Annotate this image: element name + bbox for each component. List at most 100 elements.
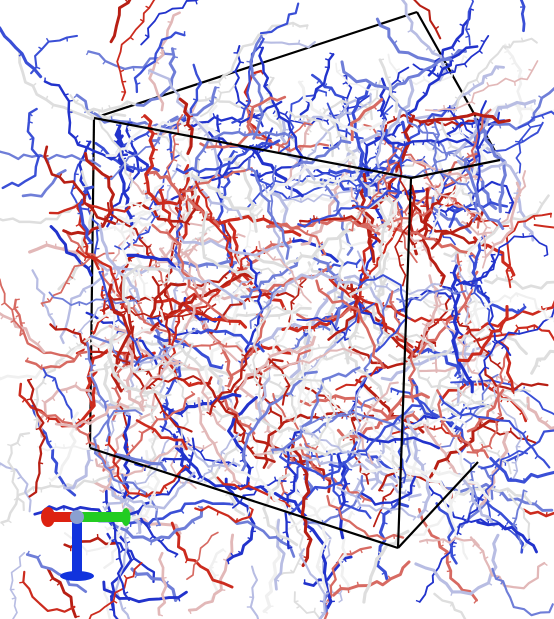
bond (528, 231, 533, 236)
bond (214, 189, 219, 194)
bond (0, 315, 4, 320)
bond (415, 228, 419, 233)
bond (498, 191, 503, 194)
bond (466, 222, 470, 227)
bond (435, 237, 440, 242)
bond (147, 523, 151, 529)
bond (237, 550, 242, 555)
bond (219, 173, 223, 178)
bond (29, 137, 34, 141)
bond (234, 407, 238, 412)
bond (487, 520, 490, 525)
bond (280, 287, 285, 292)
bond (99, 270, 104, 273)
bond (89, 459, 94, 462)
molecule-chain (522, 508, 554, 518)
bond (225, 408, 230, 412)
bond (439, 544, 444, 548)
bond (515, 324, 519, 329)
bond (348, 291, 353, 295)
bond (224, 468, 229, 472)
simulation-box-front-edges (89, 116, 501, 550)
bond (186, 463, 190, 468)
bond (260, 70, 264, 75)
bond (177, 122, 182, 126)
bond (516, 210, 521, 214)
bond (434, 158, 438, 163)
bond (79, 330, 84, 335)
bond (282, 531, 287, 534)
bond (507, 452, 511, 457)
bond (472, 392, 477, 396)
molecule-chain (360, 466, 454, 536)
bond (506, 263, 511, 266)
bond (143, 196, 147, 202)
bond (289, 237, 292, 242)
molecule-chain (161, 249, 266, 317)
bond (228, 195, 233, 200)
molecule-chain (37, 445, 95, 452)
bond (401, 131, 406, 134)
bond (375, 163, 379, 168)
bond (429, 477, 433, 482)
bond (378, 551, 383, 555)
molecule-chain (382, 151, 418, 264)
bond (56, 581, 61, 586)
bond (151, 429, 156, 434)
bond (432, 49, 436, 54)
bond (124, 591, 129, 595)
bond (123, 387, 127, 392)
bond (195, 0, 198, 5)
bond (185, 402, 189, 407)
bond (251, 154, 256, 159)
bond (247, 481, 250, 486)
bond (451, 402, 455, 407)
molecule-chain (278, 441, 358, 479)
bond (104, 399, 109, 403)
bond (299, 251, 303, 256)
bond (469, 214, 474, 220)
bond (458, 431, 462, 437)
bond (445, 68, 449, 73)
bond (171, 182, 176, 187)
bond (248, 439, 253, 443)
molecule-chain (476, 426, 512, 475)
bond (431, 141, 436, 144)
bond (383, 141, 387, 146)
molecule-chain (191, 327, 265, 353)
bond (301, 463, 307, 466)
bond (196, 157, 201, 161)
molecule-chain (194, 180, 234, 267)
bond (544, 420, 549, 424)
molecule-chain (13, 298, 76, 361)
bond (246, 260, 250, 265)
bond (264, 83, 269, 87)
bond (464, 303, 469, 308)
bond (87, 265, 92, 269)
bond (239, 122, 242, 127)
bond (467, 92, 472, 97)
bond (362, 356, 367, 361)
bond (450, 178, 455, 183)
bond (361, 415, 365, 421)
bond (297, 384, 302, 388)
bond (246, 245, 252, 249)
bond (335, 134, 340, 139)
bond (434, 133, 440, 136)
bond (201, 310, 204, 315)
bond (163, 485, 168, 490)
bond (350, 352, 353, 357)
molecule-chain (168, 264, 247, 310)
bond (413, 242, 418, 246)
bond (356, 504, 361, 509)
bond (108, 104, 112, 110)
bond (51, 377, 56, 382)
bond (454, 490, 460, 493)
bond (504, 162, 507, 167)
bond (469, 312, 474, 316)
bond (149, 68, 154, 71)
bond (155, 506, 158, 512)
bond (172, 169, 177, 173)
bond (466, 211, 470, 216)
